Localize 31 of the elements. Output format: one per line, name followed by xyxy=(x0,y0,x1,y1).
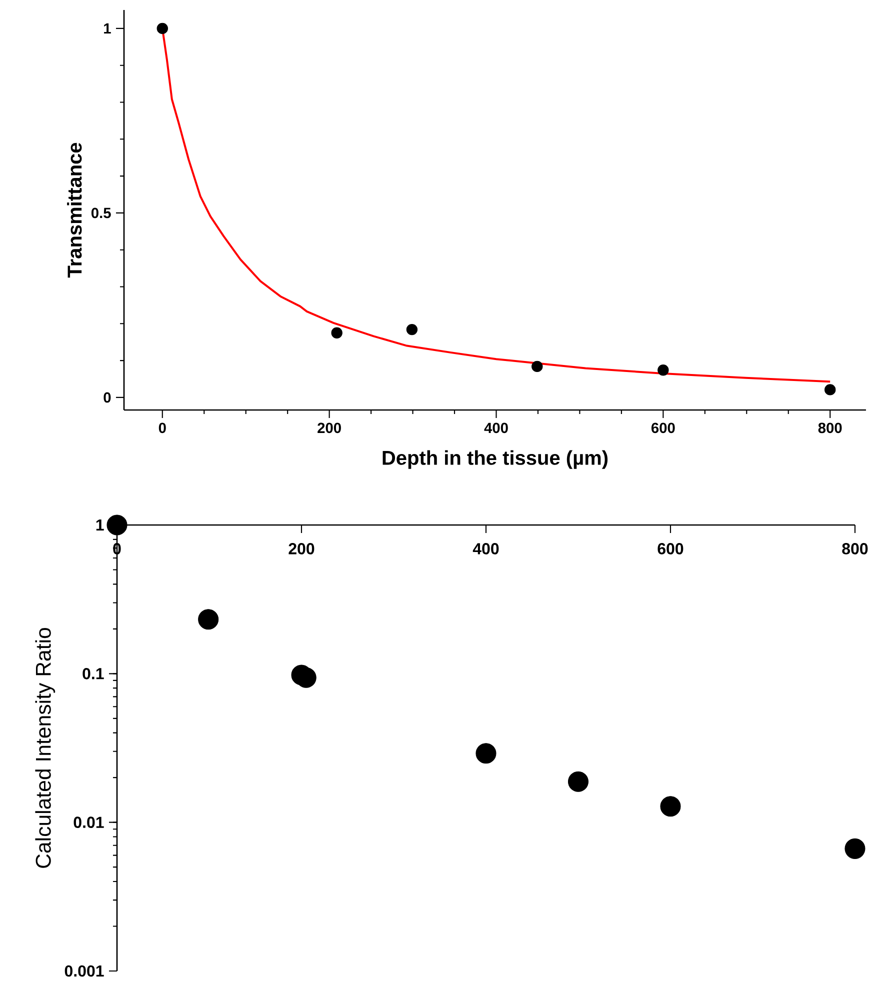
y-tick-label: 0.01 xyxy=(74,816,104,828)
x-tick-label: 600 xyxy=(658,543,684,554)
point xyxy=(824,384,836,396)
y-tick-label: 0.001 xyxy=(64,965,104,977)
x-tick-label: 200 xyxy=(318,422,341,434)
point xyxy=(476,743,496,764)
y-tick-label: 0.1 xyxy=(82,668,104,680)
point xyxy=(156,22,168,34)
x-tick-label: 800 xyxy=(842,543,868,554)
point xyxy=(658,364,669,376)
y-tick-label: 1 xyxy=(104,23,111,34)
x-axis-title: Depth in the tissue (µm) xyxy=(382,450,608,469)
point xyxy=(198,609,219,630)
x-tick-label: 800 xyxy=(818,422,842,434)
point xyxy=(660,796,681,817)
y-tick-label: 0.5 xyxy=(91,208,111,218)
point xyxy=(331,327,342,338)
y-axis-title: Calculated Intensity Ratio xyxy=(35,628,56,868)
point xyxy=(106,514,128,536)
point xyxy=(532,360,543,372)
x-tick-label: 400 xyxy=(472,543,499,554)
x-tick-label: 600 xyxy=(651,422,675,434)
y-tick-label: 1 xyxy=(96,520,104,531)
x-tick-label: 200 xyxy=(288,543,314,554)
y-axis-title: Transmittance xyxy=(67,142,82,278)
point xyxy=(406,324,418,336)
y-tick-label: 0 xyxy=(104,392,111,403)
x-tick-label: 0 xyxy=(158,422,166,434)
point xyxy=(568,771,589,792)
x-tick-label: 400 xyxy=(484,422,508,434)
point xyxy=(844,838,866,859)
